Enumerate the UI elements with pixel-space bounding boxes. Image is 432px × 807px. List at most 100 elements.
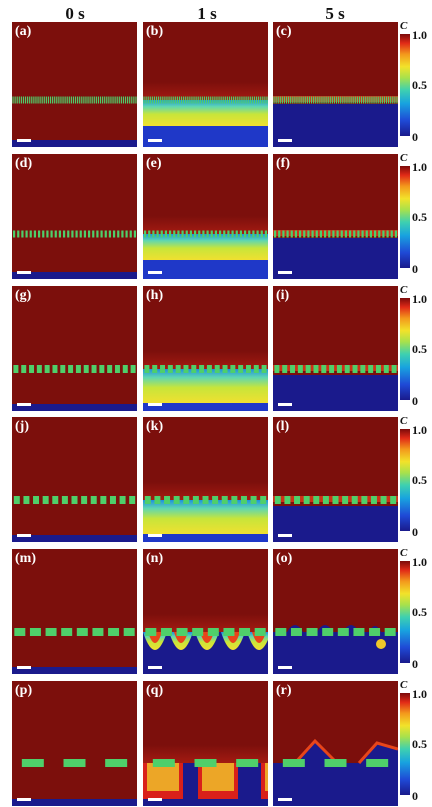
particle bbox=[183, 365, 189, 373]
particle bbox=[187, 96, 189, 104]
colorbar-symbol: C bbox=[400, 415, 408, 427]
particle bbox=[96, 230, 99, 238]
particle bbox=[29, 628, 41, 636]
particle bbox=[166, 96, 168, 104]
particle bbox=[193, 96, 195, 104]
particle bbox=[281, 96, 283, 104]
particle bbox=[155, 96, 158, 104]
particle bbox=[92, 628, 104, 636]
colorbar-tick: 0 bbox=[412, 525, 418, 539]
particle bbox=[81, 96, 83, 104]
scale-bar bbox=[17, 271, 31, 274]
particle bbox=[133, 96, 135, 104]
particle bbox=[290, 365, 296, 373]
particle bbox=[282, 759, 305, 767]
particle bbox=[303, 496, 310, 504]
particle bbox=[327, 96, 329, 104]
particle bbox=[256, 230, 259, 238]
particle bbox=[298, 230, 302, 238]
particle bbox=[61, 628, 73, 636]
particle bbox=[377, 96, 379, 104]
particle bbox=[369, 230, 373, 238]
particle bbox=[89, 96, 91, 104]
particle bbox=[382, 230, 385, 238]
particle bbox=[338, 96, 340, 104]
particle bbox=[160, 365, 166, 373]
particle bbox=[373, 230, 377, 238]
colorbar-tick: 0 bbox=[412, 657, 418, 671]
particle bbox=[240, 496, 247, 504]
particle bbox=[105, 759, 128, 767]
particle bbox=[381, 96, 383, 104]
particle bbox=[29, 230, 32, 238]
panel-f: (f) bbox=[273, 154, 398, 279]
colorbar-symbol: C bbox=[400, 20, 408, 32]
particle bbox=[170, 96, 172, 104]
particle bbox=[143, 230, 147, 238]
particle bbox=[332, 230, 335, 238]
particle bbox=[386, 230, 389, 238]
particle bbox=[45, 96, 47, 104]
colorbar-tick: 0.5 bbox=[412, 342, 427, 356]
particle bbox=[239, 230, 243, 238]
panel-label: (g) bbox=[15, 288, 32, 303]
colorbar bbox=[400, 298, 410, 400]
particle bbox=[335, 96, 338, 104]
particle bbox=[239, 628, 251, 636]
particle bbox=[197, 96, 199, 104]
particle bbox=[61, 496, 68, 504]
particle bbox=[298, 96, 300, 104]
particle bbox=[321, 365, 327, 373]
particle bbox=[283, 96, 286, 104]
particle bbox=[63, 759, 86, 767]
particle bbox=[344, 230, 348, 238]
particle bbox=[21, 759, 44, 767]
concentration-field bbox=[12, 230, 137, 279]
scale-bar bbox=[17, 139, 31, 142]
concentration-field bbox=[273, 496, 398, 542]
particle bbox=[253, 96, 256, 104]
scale-bar bbox=[148, 139, 162, 142]
particle bbox=[124, 96, 127, 104]
panel-q: (q) bbox=[143, 681, 268, 806]
particle bbox=[177, 230, 180, 238]
panel-c: (c) bbox=[273, 22, 398, 147]
scale-bar bbox=[148, 798, 162, 801]
colorbar-tick: 0.5 bbox=[412, 737, 427, 751]
particle bbox=[235, 230, 238, 238]
particle bbox=[47, 96, 50, 104]
colorbar-symbol: C bbox=[400, 679, 408, 691]
panel-i: (i) bbox=[273, 286, 398, 411]
panel-label: (r) bbox=[276, 683, 292, 698]
particle bbox=[360, 96, 363, 104]
particle bbox=[351, 496, 358, 504]
particle bbox=[294, 496, 301, 504]
particle bbox=[37, 96, 39, 104]
particle bbox=[315, 96, 317, 104]
particle bbox=[74, 96, 77, 104]
panel-h: (h) bbox=[143, 286, 268, 411]
particle bbox=[195, 96, 197, 104]
particle bbox=[212, 496, 219, 504]
particle bbox=[67, 230, 70, 238]
particle bbox=[245, 96, 247, 104]
particle bbox=[278, 230, 281, 238]
particle bbox=[221, 496, 228, 504]
particle bbox=[319, 230, 323, 238]
particle bbox=[375, 96, 377, 104]
particle bbox=[310, 96, 313, 104]
particle bbox=[365, 230, 368, 238]
particle bbox=[247, 96, 249, 104]
particle bbox=[160, 628, 172, 636]
particle bbox=[202, 496, 209, 504]
column-header-0s: 0 s bbox=[65, 4, 85, 23]
particle bbox=[261, 365, 267, 373]
particle bbox=[214, 96, 216, 104]
particle bbox=[223, 230, 226, 238]
panel-a: (a) bbox=[12, 22, 137, 147]
particle bbox=[198, 230, 201, 238]
particle bbox=[112, 96, 114, 104]
concentration-field bbox=[273, 96, 398, 147]
colorbar-tick: 0.5 bbox=[412, 605, 427, 619]
colorbar-tick: 0 bbox=[412, 394, 418, 408]
